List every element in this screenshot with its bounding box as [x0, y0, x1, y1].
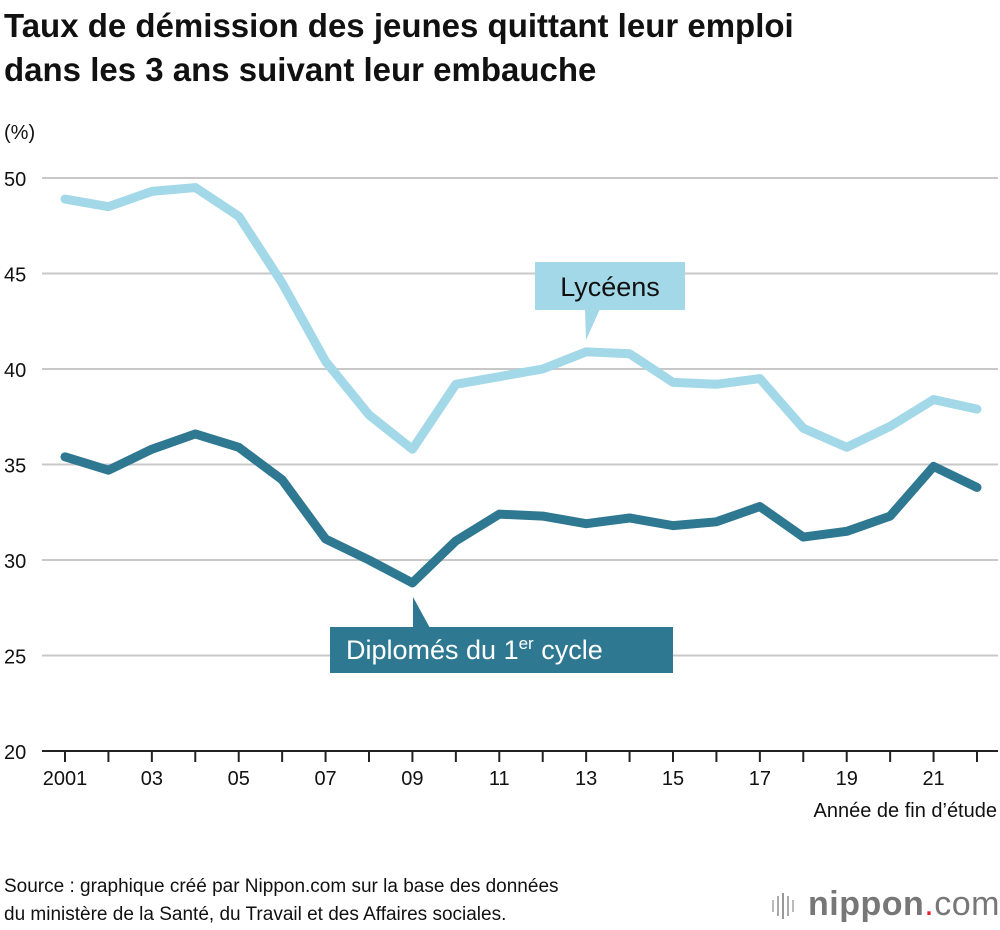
x-tick-label: 17: [749, 768, 771, 790]
series-line-lyceens: [60, 183, 982, 454]
x-tick-label: 03: [141, 768, 163, 790]
x-tick-label: 05: [228, 768, 250, 790]
x-tick-label: 07: [314, 768, 336, 790]
source-line-2: du ministère de la Santé, du Travail et …: [4, 904, 507, 925]
y-tick-label: 50: [4, 169, 26, 191]
x-tick-label: 11: [489, 768, 510, 790]
y-tick-label: 45: [4, 265, 26, 287]
x-axis-label: Année de fin d’étude: [813, 800, 998, 822]
x-tick-label: 2001: [43, 768, 88, 790]
y-tick-label: 20: [4, 742, 26, 764]
nippon-logo: nippon.com: [770, 885, 1000, 924]
y-tick-label: 25: [4, 647, 26, 669]
x-tick-label: 21: [922, 768, 944, 790]
x-tick-label: 09: [401, 768, 423, 790]
legend-label-part: er: [519, 634, 534, 653]
x-tick-label: 15: [662, 768, 684, 790]
y-tick-label: 30: [4, 551, 26, 573]
legend-callout-diplomes: [330, 627, 673, 673]
source-note: Source : graphique créé par Nippon.com s…: [4, 873, 559, 929]
title-line-1: Taux de démission des jeunes quittant le…: [4, 7, 794, 44]
logo-bars-icon: [772, 893, 794, 920]
logo-dot: .: [924, 885, 935, 923]
legend-label-part: Diplomés du 1: [346, 635, 519, 665]
y-axis-label: (%): [4, 122, 36, 144]
y-tick-label: 40: [4, 360, 26, 382]
logo-text: nippon: [808, 885, 925, 923]
callout-pointer: [413, 597, 430, 628]
legend-label-lyceens: Lycéens: [560, 272, 660, 302]
chart-title: Taux de démission des jeunes quittant le…: [4, 4, 794, 92]
source-line-1: Source : graphique créé par Nippon.com s…: [4, 876, 559, 897]
x-tick-label: 13: [575, 768, 597, 790]
y-tick-label: 35: [4, 456, 26, 478]
title-line-2: dans les 3 ans suivant leur embauche: [4, 51, 597, 88]
legend-label-diplomes: Diplomés du 1er cycle: [346, 634, 603, 665]
logo-suffix: com: [934, 885, 1000, 923]
legend-label-part: cycle: [534, 635, 603, 665]
callout-pointer: [585, 309, 600, 340]
series-line-diplomes: [60, 429, 982, 588]
legend-callout-lyceens: [535, 262, 685, 310]
x-tick-label: 19: [836, 768, 858, 790]
